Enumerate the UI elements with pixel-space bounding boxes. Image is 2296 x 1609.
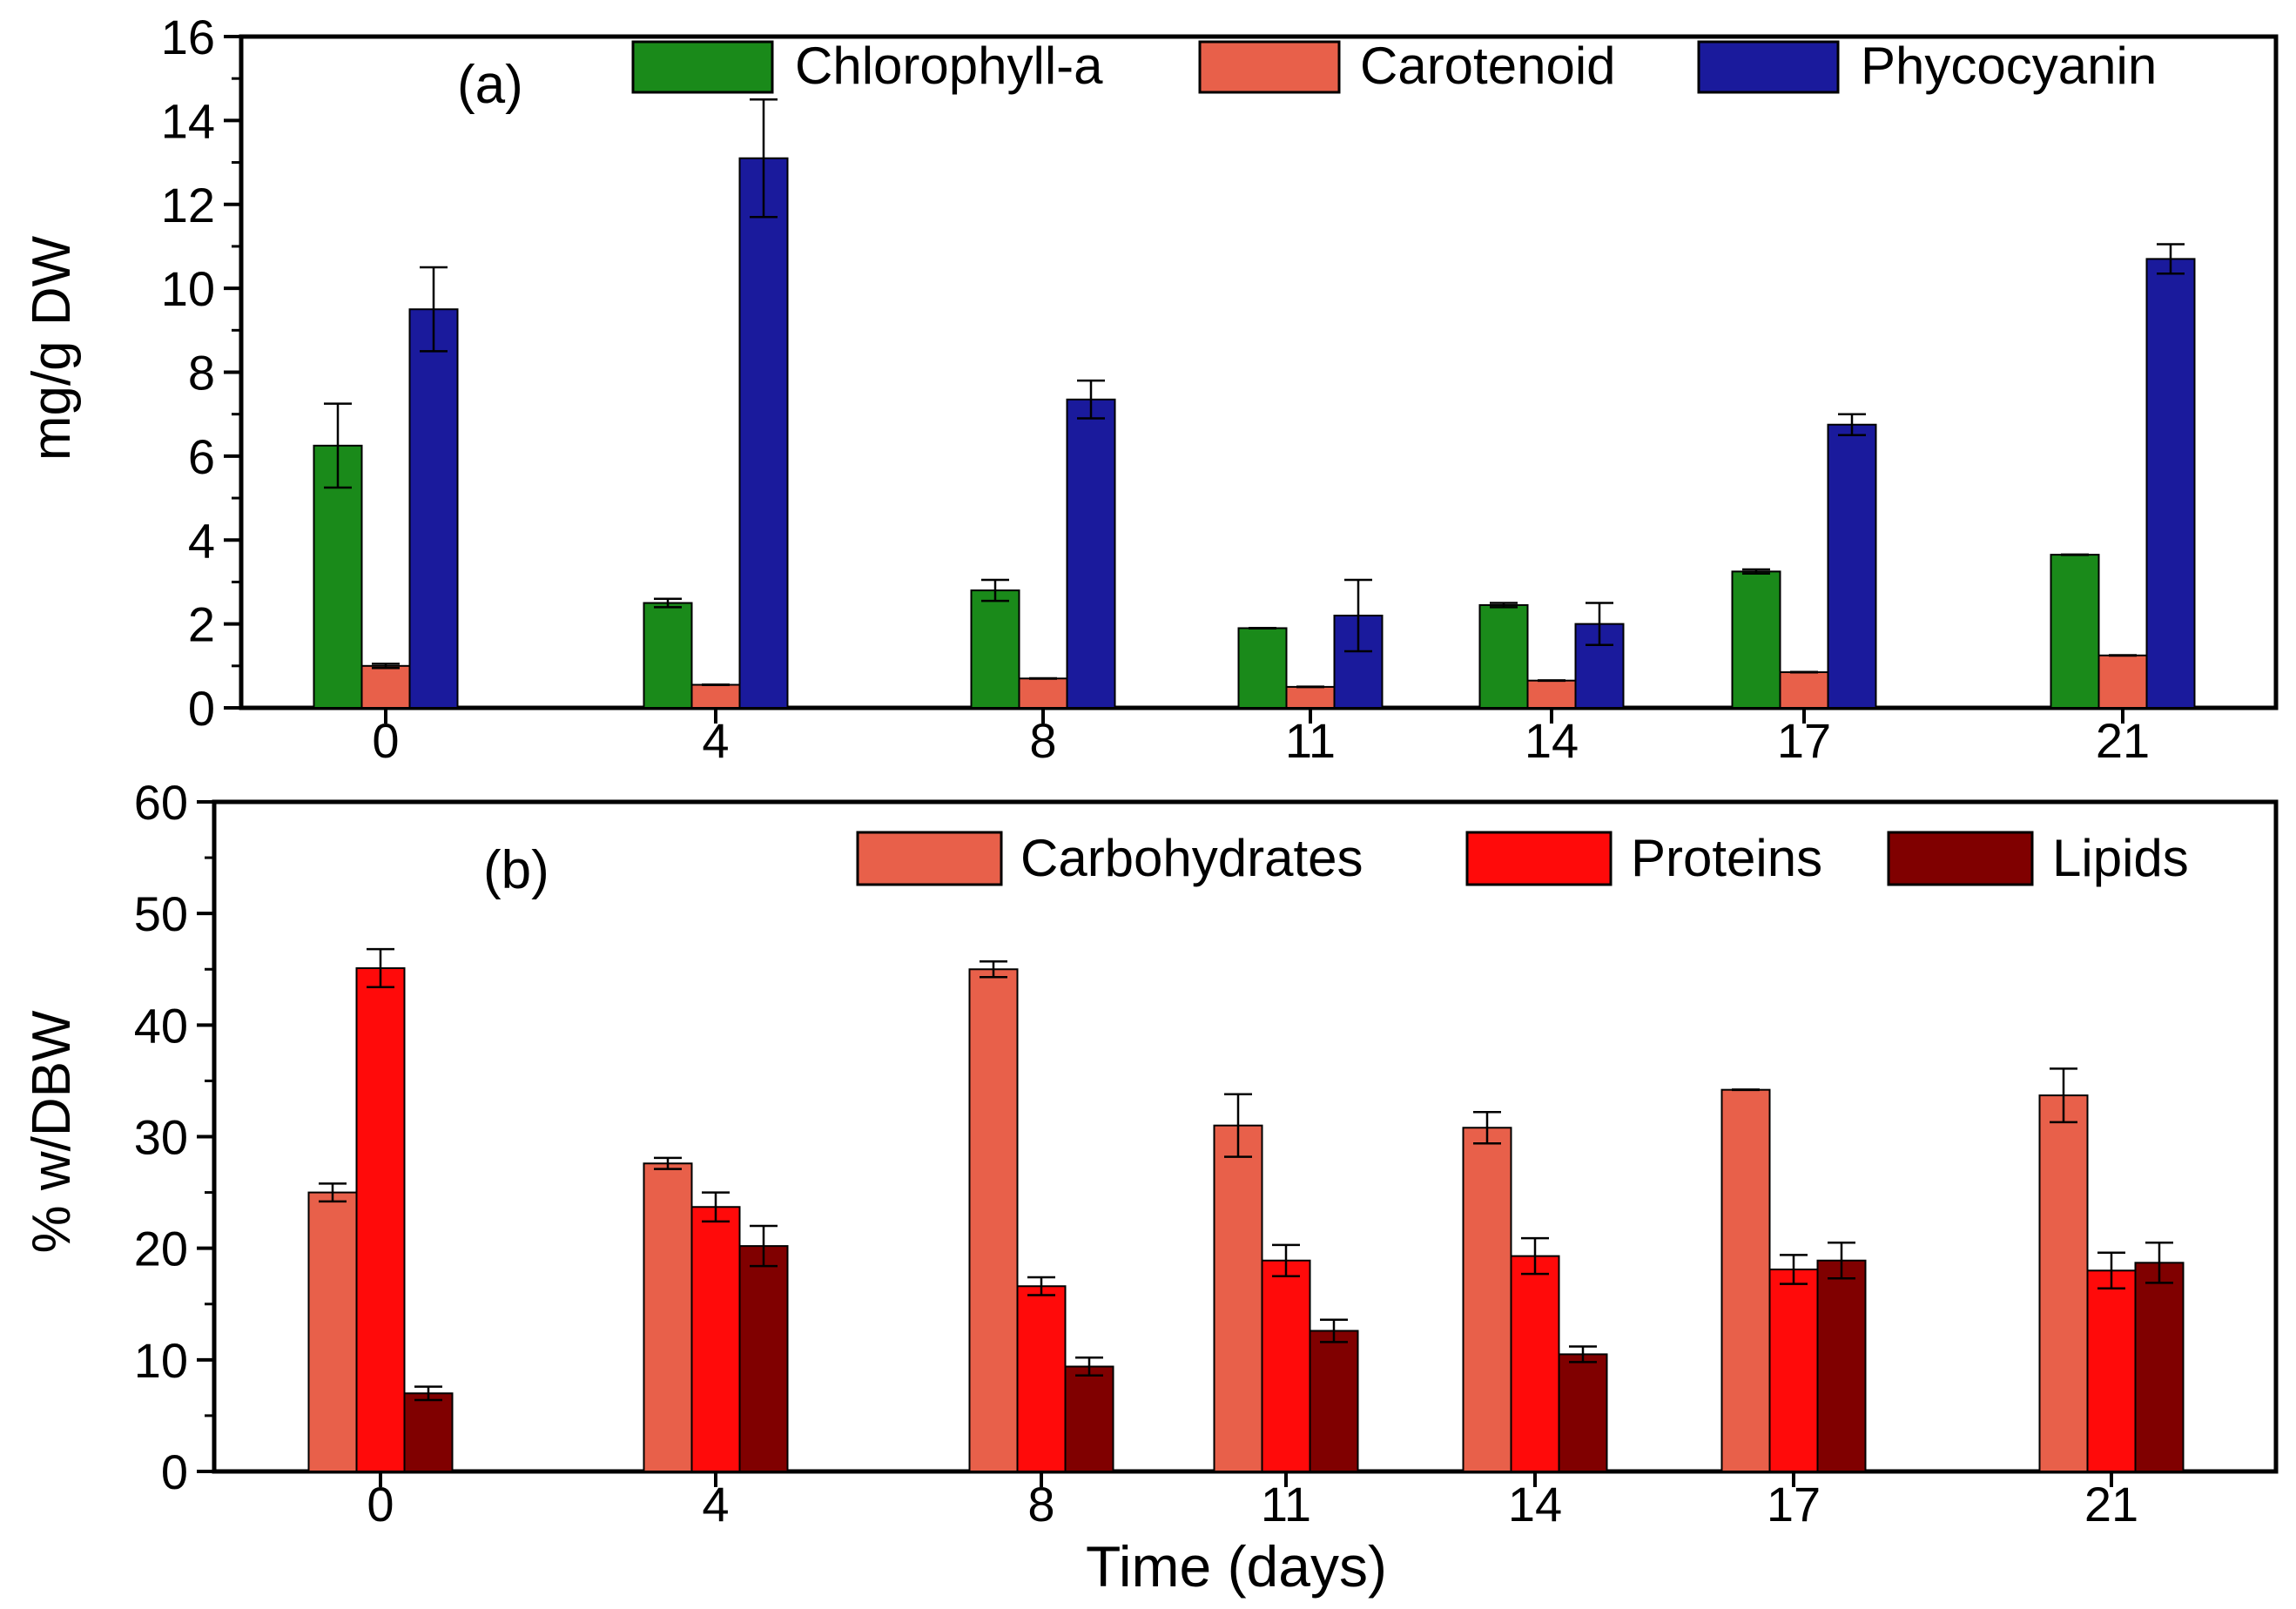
bar-phycocyanin: [408, 308, 459, 709]
legend-label: Phycocyanin: [1861, 37, 2157, 95]
y-tick-label: 6: [188, 429, 215, 484]
panel-b-legend: Carbohydrates Proteins Lipids: [856, 829, 2189, 887]
panel-b-y-axis: 0 10 20 30 40 50 60: [134, 775, 214, 1499]
legend-swatch: [1465, 831, 1613, 886]
x-tick-label: 0: [367, 1477, 394, 1532]
x-tick-label: 8: [1029, 713, 1056, 768]
bar-proteins: [1768, 1269, 1819, 1472]
y-tick-label: 16: [161, 10, 215, 64]
bar-lipids: [1816, 1259, 1867, 1473]
panel-a-legend: Chlorophyll-a Carotenoid Phycocyanin: [631, 37, 2157, 95]
x-tick-label: 8: [1027, 1477, 1054, 1532]
bar-chlorophyll-a: [1478, 603, 1529, 709]
bar-proteins: [355, 966, 406, 1473]
x-tick-label: 21: [2084, 1477, 2138, 1532]
bar-carbohydrates: [1720, 1088, 1771, 1473]
x-tick-label: 14: [1525, 713, 1579, 768]
bar-carbohydrates: [307, 1191, 358, 1473]
bar-proteins: [1016, 1285, 1067, 1472]
legend-label: Carotenoid: [1360, 37, 1616, 95]
bar-carotenoid: [1285, 685, 1336, 709]
panel-a-y-axis-title: mg/g DW: [22, 235, 82, 461]
bar-lipids: [403, 1392, 454, 1472]
panel-a-label: (a): [457, 55, 523, 115]
legend-swatch: [631, 40, 774, 94]
bar-phycocyanin: [738, 157, 789, 709]
bar-phycocyanin: [2145, 258, 2196, 709]
bar-lipids: [1309, 1330, 1359, 1473]
panel-b-chart: 0 10 20 30 40 50 60 0 4 8 11 14 17 21 (b) % w/DBW Ti…: [22, 775, 2279, 1599]
x-tick-label: 17: [1767, 1477, 1821, 1532]
y-tick-label: 40: [134, 998, 188, 1053]
y-tick-label: 10: [161, 261, 215, 316]
panel-b-x-axis: 0 4 8 11 14 17 21: [367, 1471, 2138, 1532]
bar-proteins: [1510, 1255, 1560, 1472]
bar-chlorophyll-a: [1731, 570, 1781, 709]
x-tick-label: 0: [372, 713, 399, 768]
x-tick-label: 17: [1777, 713, 1831, 768]
panel-b-bars: [307, 947, 2185, 1473]
bar-carbohydrates: [1462, 1127, 1512, 1473]
legend-label: Chlorophyll-a: [795, 37, 1103, 95]
bar-carbohydrates: [643, 1162, 693, 1472]
y-tick-label: 12: [161, 178, 215, 232]
bar-proteins: [2086, 1269, 2137, 1473]
y-tick-label: 2: [188, 597, 215, 652]
legend-swatch: [1887, 831, 2034, 886]
bar-carotenoid: [1018, 677, 1068, 709]
bar-carbohydrates: [1213, 1124, 1263, 1473]
bar-chlorophyll-a: [970, 589, 1020, 710]
y-tick-label: 8: [188, 346, 215, 401]
panel-b-y-axis-title: % w/DBW: [22, 1010, 82, 1253]
panel-a-y-axis: 0 2 4 6 8 10 12 14 16: [161, 10, 241, 736]
panel-b-x-axis-title: Time (days): [1086, 1534, 1387, 1599]
legend-label: Proteins: [1631, 829, 1822, 887]
legend-swatch: [1697, 40, 1840, 94]
x-tick-label: 14: [1508, 1477, 1562, 1532]
y-tick-label: 20: [134, 1222, 188, 1276]
x-tick-label: 21: [2096, 713, 2150, 768]
bar-chlorophyll-a: [643, 602, 693, 709]
x-tick-label: 4: [702, 713, 729, 768]
y-tick-label: 0: [188, 681, 215, 736]
bar-carotenoid: [1526, 679, 1577, 709]
bar-carotenoid: [360, 664, 411, 709]
bar-chlorophyll-a: [2050, 554, 2100, 709]
bar-carbohydrates: [2038, 1094, 2089, 1473]
panel-b-label: (b): [483, 840, 549, 900]
bar-lipids: [1558, 1353, 1608, 1473]
x-tick-label: 11: [1261, 1477, 1311, 1532]
y-tick-label: 14: [161, 93, 215, 148]
legend-swatch: [856, 831, 1003, 886]
bar-chlorophyll-a: [1237, 627, 1288, 709]
bar-lipids: [738, 1245, 789, 1473]
legend-label: Carbohydrates: [1020, 829, 1363, 887]
bar-proteins: [1261, 1259, 1311, 1473]
y-tick-label: 10: [134, 1333, 188, 1388]
panel-a-x-axis: 0 4 8 11 14 17 21: [372, 708, 2150, 768]
bar-lipids: [1064, 1365, 1114, 1472]
bar-carotenoid: [1779, 671, 1829, 710]
legend-label: Lipids: [2052, 829, 2189, 887]
y-tick-label: 60: [134, 775, 188, 830]
y-tick-label: 0: [161, 1444, 188, 1499]
bar-carotenoid: [690, 683, 741, 710]
panel-a-chart: 0 2 4 6 8 10 12 14 16 0 4 8 11 14 17 21 (a) mg/g DW Ch…: [22, 10, 2279, 768]
bar-proteins: [690, 1206, 741, 1472]
bar-lipids: [2134, 1262, 2185, 1473]
y-tick-label: 50: [134, 886, 188, 941]
legend-swatch: [1198, 40, 1341, 94]
y-tick-label: 4: [188, 513, 215, 568]
x-tick-label: 4: [702, 1477, 729, 1532]
bar-phycocyanin: [1827, 423, 1877, 709]
bar-carotenoid: [2097, 654, 2148, 709]
bar-carbohydrates: [968, 968, 1019, 1472]
y-tick-label: 30: [134, 1110, 188, 1165]
bar-chlorophyll-a: [313, 444, 363, 709]
panel-a-bars: [313, 98, 2196, 710]
panel-a-plot-frame: [239, 34, 2279, 710]
x-tick-label: 11: [1285, 713, 1336, 768]
bar-phycocyanin: [1066, 398, 1116, 709]
